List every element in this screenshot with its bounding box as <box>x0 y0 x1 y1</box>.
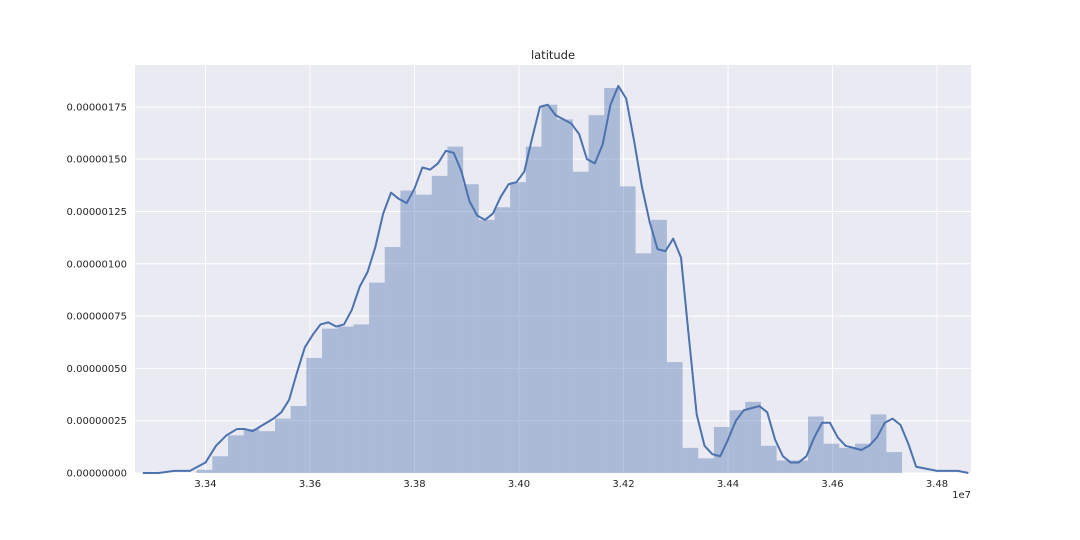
histogram-bar <box>839 447 856 473</box>
histogram-bar <box>886 452 903 473</box>
plot-area <box>135 65 971 473</box>
y-tick-label: 0.00000000 <box>67 469 127 480</box>
histogram-bar <box>855 443 871 473</box>
histogram-bar <box>431 175 448 473</box>
y-tick-label: 0.00000175 <box>67 102 127 113</box>
histogram-bar <box>400 190 417 474</box>
x-tick-label: 3.36 <box>299 479 321 490</box>
x-tick-label: 3.40 <box>508 479 530 490</box>
histogram-bar <box>619 186 636 473</box>
histogram-bar <box>290 406 307 473</box>
histogram-bar <box>416 194 432 473</box>
histogram-bar <box>463 184 479 473</box>
histogram-bar <box>478 219 495 473</box>
histogram-bar <box>322 328 338 473</box>
histogram-bar <box>776 460 793 473</box>
histogram-bar <box>635 253 652 473</box>
y-axis: 0.00000000 0.00000025 0.00000050 0.00000075… <box>67 102 127 479</box>
histogram-bar <box>541 104 558 473</box>
x-tick-label: 3.42 <box>612 479 634 490</box>
histogram-bars <box>196 88 903 474</box>
x-tick-label: 3.48 <box>926 479 948 490</box>
histogram-bar <box>713 426 730 473</box>
histogram-bar <box>666 362 683 473</box>
histogram-bar <box>760 445 777 473</box>
histogram-bar <box>275 418 291 473</box>
histogram-bar <box>369 282 385 473</box>
y-tick-label: 0.00000050 <box>67 364 127 375</box>
histogram-bar <box>196 469 213 473</box>
y-tick-label: 0.00000150 <box>67 155 127 166</box>
y-tick-label: 0.00000025 <box>67 416 127 427</box>
histogram-bar <box>353 324 370 473</box>
histogram-bar <box>792 460 808 473</box>
y-tick-label: 0.00000100 <box>67 259 127 270</box>
histogram-bar <box>525 146 542 473</box>
histogram-bar <box>306 357 323 473</box>
histogram-bar <box>604 88 620 473</box>
histogram-bar <box>588 115 605 473</box>
histogram-bar <box>698 458 714 473</box>
histogram-bar <box>259 431 276 473</box>
x-tick-label: 3.46 <box>821 479 843 490</box>
histogram-bar <box>557 119 573 474</box>
histogram-bar <box>510 182 526 473</box>
x-axis: 3.34 3.36 3.38 3.40 3.42 3.44 3.46 3.48 <box>194 479 948 490</box>
y-tick-label: 0.00000125 <box>67 207 127 218</box>
x-tick-label: 3.38 <box>403 479 425 490</box>
histogram-bar <box>212 456 229 473</box>
histogram-bar <box>745 401 761 473</box>
histogram-bar <box>447 146 464 473</box>
kde-layer <box>142 84 969 474</box>
histogram-bar <box>823 443 840 473</box>
kde-line <box>142 84 969 474</box>
histogram-bar <box>682 447 699 473</box>
histogram-bar <box>243 429 260 473</box>
x-tick-label: 3.34 <box>194 479 216 490</box>
histogram-bar <box>651 219 667 473</box>
histogram-bar <box>494 207 511 473</box>
x-tick-label: 3.44 <box>717 479 739 490</box>
grid <box>135 65 971 474</box>
histogram-bar <box>337 326 354 473</box>
histogram-bar <box>807 416 824 473</box>
histogram-bar <box>384 247 401 473</box>
y-tick-label: 0.00000075 <box>67 312 127 323</box>
histogram-bar <box>572 171 589 473</box>
histogram-bar <box>228 435 244 473</box>
x-offset-label: 1e7 <box>952 490 971 501</box>
chart-title: latitude <box>531 48 575 62</box>
